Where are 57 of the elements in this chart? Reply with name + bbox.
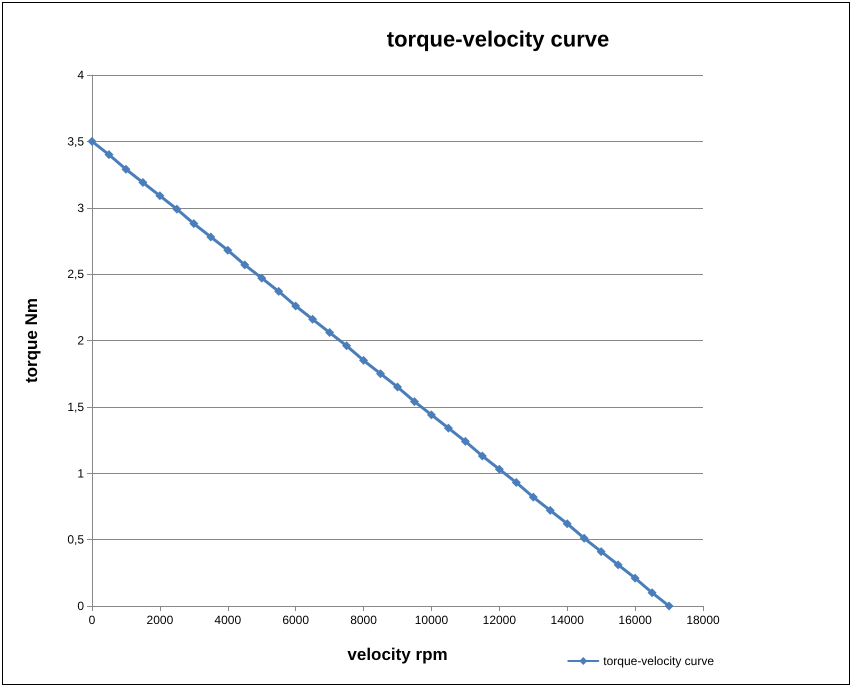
x-axis-title: velocity rpm <box>347 645 448 664</box>
point <box>223 246 232 255</box>
x-tick-label: 18000 <box>686 613 720 627</box>
point <box>444 424 453 433</box>
x-tick-label: 8000 <box>350 613 378 627</box>
point <box>206 232 216 242</box>
x-tick-label: 6000 <box>282 613 310 627</box>
x-tick-label: 16000 <box>618 613 652 627</box>
y-tick-label: 1,5 <box>67 400 84 414</box>
point <box>240 260 250 270</box>
x-tick-label: 0 <box>88 613 96 627</box>
point <box>460 436 470 446</box>
point <box>376 369 386 378</box>
x-tick-label: 10000 <box>414 613 448 627</box>
point <box>596 547 606 556</box>
point <box>257 274 266 283</box>
x-tick-label: 12000 <box>482 613 516 627</box>
point <box>172 204 182 214</box>
point <box>528 492 538 502</box>
point <box>410 397 419 406</box>
point <box>155 191 164 200</box>
point <box>325 328 334 338</box>
point <box>648 588 657 598</box>
y-tick-label: 3 <box>77 200 84 215</box>
y-tick-label: 3,5 <box>67 134 84 148</box>
point <box>342 341 352 350</box>
point <box>512 478 521 488</box>
y-tick-label: 2,5 <box>67 267 84 282</box>
point <box>580 534 589 543</box>
point <box>664 602 674 610</box>
point <box>426 410 436 420</box>
y-tick-label: 2 <box>77 334 84 348</box>
x-tick-label: 2000 <box>146 613 174 627</box>
point <box>614 560 623 570</box>
y-tick-label: 1 <box>77 466 84 480</box>
y-axis-title: torque Nm <box>22 298 41 383</box>
x-tick-label: 4000 <box>214 613 242 627</box>
y-tick-label: 0,5 <box>67 532 84 547</box>
point <box>189 219 198 228</box>
chart-title: torque-velocity curve <box>386 26 610 52</box>
y-tick-label: 0 <box>77 599 84 613</box>
point <box>121 164 130 174</box>
y-tick-label: 4 <box>77 68 84 82</box>
point <box>546 506 555 515</box>
point <box>478 451 487 460</box>
legend-label: torque-velocity curve <box>603 654 714 668</box>
point <box>104 150 114 160</box>
point <box>308 314 318 324</box>
point <box>630 574 640 583</box>
point <box>494 464 504 474</box>
x-tick-label: 14000 <box>550 613 584 627</box>
point <box>359 356 368 365</box>
point <box>562 519 572 528</box>
point <box>393 382 402 392</box>
point <box>274 286 284 296</box>
point <box>138 178 148 188</box>
point <box>291 301 300 310</box>
